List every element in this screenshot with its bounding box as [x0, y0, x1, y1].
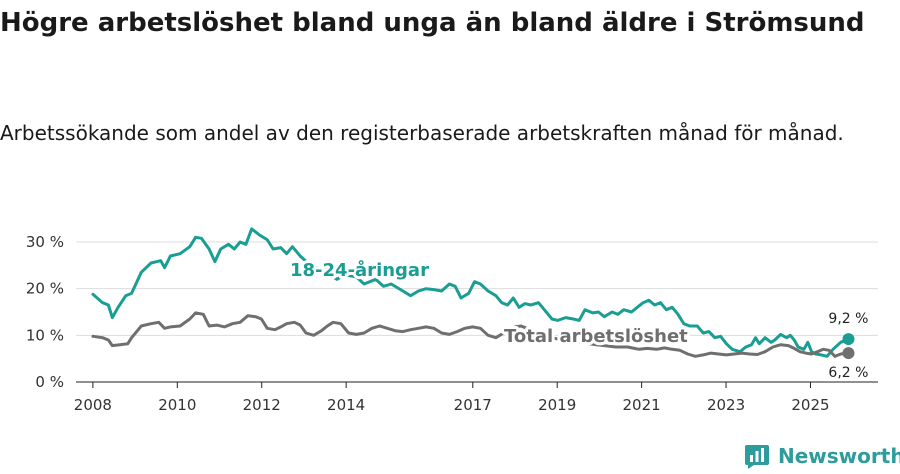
x-tick-label: 2014 [327, 396, 365, 414]
brand-name: Newsworthy [778, 444, 900, 468]
series-labels: 18-24-åringar Total arbetslöshet [287, 256, 691, 350]
total-series-line [91, 311, 850, 358]
y-tick-label: 10 % [26, 326, 64, 344]
x-tick-label: 2019 [538, 396, 576, 414]
chart-title: Högre arbetslöshet bland unga än bland ä… [0, 8, 865, 38]
x-tick-label: 2012 [243, 396, 281, 414]
newsworthy-logo-icon [745, 445, 769, 469]
x-tick-label: 2010 [158, 396, 196, 414]
total-end-dot [842, 347, 855, 360]
x-tick-label: 2025 [791, 396, 829, 414]
series-end-markers: 9,2 % 6,2 % [828, 311, 868, 381]
y-tick-label: 20 % [26, 280, 64, 298]
youth-end-dot [842, 333, 855, 346]
youth-series-line [91, 227, 850, 358]
y-tick-label: 30 % [26, 233, 64, 251]
x-tick-label: 2021 [623, 396, 661, 414]
x-tick-label: 2008 [74, 396, 112, 414]
y-tick-label: 0 % [35, 373, 64, 391]
chart-subtitle: Arbetssökande som andel av den registerb… [0, 121, 844, 145]
youth-series-label: 18-24-åringar [290, 259, 429, 281]
gridlines [76, 241, 878, 336]
total-series-label: Total arbetslöshet [504, 326, 688, 347]
total-end-label: 6,2 % [828, 365, 868, 381]
x-tick-label: 2017 [454, 396, 492, 414]
y-axis-ticks: 0 % 10 % 20 % 30 % [26, 233, 64, 391]
brand-logo: Newsworthy [744, 442, 900, 470]
youth-end-label: 9,2 % [828, 311, 868, 327]
x-tick-label: 2023 [707, 396, 745, 414]
x-axis-ticks: 2008 2010 2012 2014 2017 2019 2021 2023 2025 [74, 382, 830, 414]
series-lines [91, 227, 850, 358]
